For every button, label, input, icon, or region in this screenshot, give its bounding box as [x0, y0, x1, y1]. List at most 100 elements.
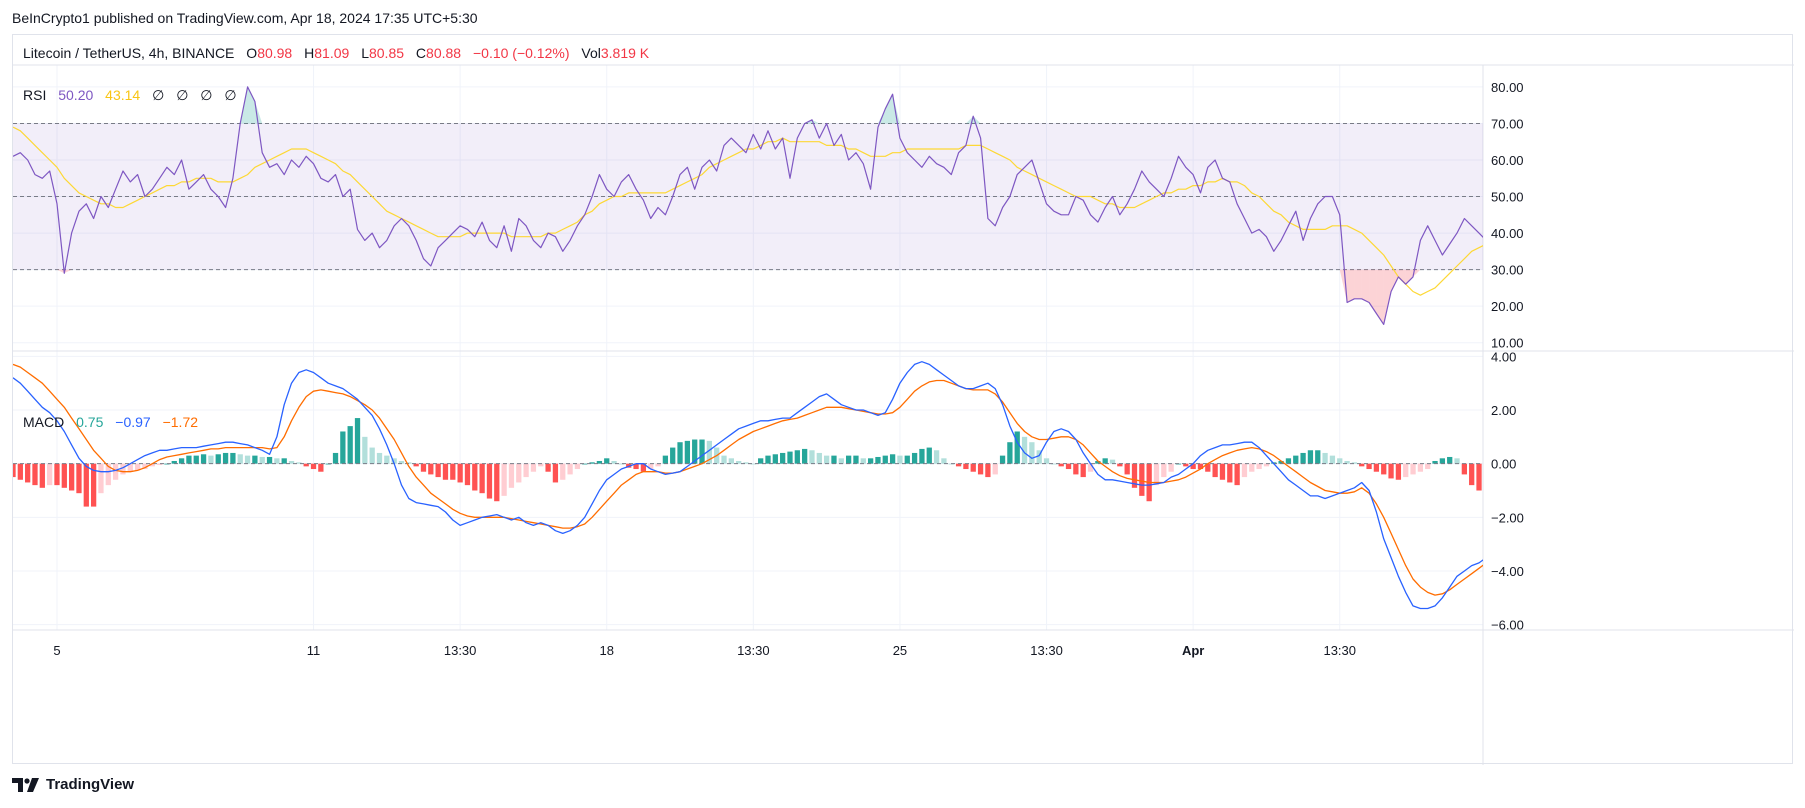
macd-histogram-bar [1572, 450, 1577, 463]
macd-histogram-bar [69, 463, 75, 491]
rsi-legend-ma: 43.14 [105, 87, 141, 103]
macd-histogram-bar [25, 463, 31, 483]
symbol-info-bar: Litecoin / TetherUS, 4h, BINANCE O80.98 … [23, 45, 649, 61]
macd-histogram-bar [127, 463, 133, 472]
rsi-oversold-fill [56, 269, 65, 274]
macd-histogram-bar [1307, 450, 1314, 464]
macd-histogram-bar [838, 458, 844, 464]
rsi-oversold-fill [1347, 269, 1355, 303]
time-axis-label: 25 [893, 643, 907, 658]
macd-axis-label: −6.00 [1491, 618, 1524, 633]
macd-histogram-bar [208, 455, 214, 464]
macd-legend-signal: −1.72 [162, 414, 199, 430]
macd-histogram-bar [1073, 463, 1079, 475]
rsi-legend-extra-2: ∅ [176, 87, 189, 103]
time-axis-label: 13:30 [1030, 643, 1063, 658]
macd-histogram-bar [54, 463, 60, 486]
macd-histogram-bar [530, 463, 537, 472]
macd-histogram-bar [889, 454, 896, 464]
macd-histogram-bar [215, 454, 221, 464]
rsi-oversold-fill [1405, 269, 1414, 285]
symbol-name[interactable]: Litecoin / TetherUS, 4h, BINANCE [23, 45, 235, 61]
rsi-axis-label: 50.00 [1491, 190, 1524, 205]
macd-histogram-bar [90, 463, 97, 507]
macd-histogram-bar [1080, 463, 1086, 478]
macd-histogram-bar [171, 460, 177, 464]
rsi-axis-label: 30.00 [1491, 263, 1524, 278]
macd-legend[interactable]: MACD 0.75 −0.97 −1.72 [23, 414, 198, 430]
macd-histogram-bar [604, 458, 610, 464]
macd-histogram-bar [1594, 446, 1599, 463]
macd-histogram-bar [1109, 459, 1116, 464]
low-value: 80.85 [368, 45, 405, 61]
macd-histogram-bar [640, 463, 647, 472]
macd-histogram-bar [222, 452, 229, 464]
rsi-axis-label: 70.00 [1491, 116, 1524, 131]
macd-histogram-bar [47, 463, 53, 486]
macd-histogram-bar [193, 455, 199, 464]
macd-histogram-bar [977, 463, 984, 475]
macd-histogram-bar [398, 460, 405, 464]
macd-histogram-bar [574, 463, 581, 470]
macd-histogram-bar [523, 463, 529, 478]
macd-histogram-bar [567, 463, 573, 475]
rsi-oversold-fill [1354, 269, 1362, 299]
macd-histogram-bar [765, 455, 771, 464]
macd-histogram-bar [736, 460, 742, 464]
macd-histogram-bar [230, 452, 236, 464]
macd-histogram-bar [369, 447, 375, 464]
tradingview-logo[interactable]: TradingView [12, 776, 134, 793]
macd-histogram-bar [391, 458, 397, 464]
rsi-axis-label: 60.00 [1491, 153, 1524, 168]
macd-histogram-bar [1557, 452, 1562, 464]
macd-histogram-bar [589, 462, 595, 464]
rsi-legend[interactable]: RSI 50.20 43.14 ∅ ∅ ∅ ∅ [23, 87, 237, 104]
macd-histogram-bar [1381, 463, 1387, 475]
macd-histogram-bar [545, 463, 551, 472]
rsi-overbought-fill [885, 94, 893, 124]
macd-histogram-bar [787, 451, 793, 464]
macd-histogram-bar [1608, 444, 1613, 464]
macd-histogram-bar [963, 463, 969, 470]
macd-histogram-bar [1051, 463, 1057, 465]
macd-histogram-bar [354, 418, 361, 464]
time-axis-label: 13:30 [1323, 643, 1356, 658]
macd-histogram-bar [1168, 463, 1174, 472]
macd-histogram-bar [435, 463, 441, 478]
chart-canvas[interactable]: 80.0070.0060.0050.0040.0030.0020.0010.00… [13, 35, 1794, 765]
volume-label: Vol [581, 45, 601, 61]
macd-histogram-bar [1417, 463, 1424, 472]
macd-histogram-bar [1256, 463, 1262, 470]
macd-histogram-bar [98, 463, 104, 494]
macd-histogram-bar [1344, 460, 1350, 464]
macd-histogram-bar [1014, 431, 1020, 464]
macd-histogram-bar [1124, 463, 1130, 475]
low-label: L [361, 45, 369, 61]
macd-histogram-bar [677, 442, 683, 464]
macd-histogram-bar [955, 463, 962, 467]
time-axis-label: 13:30 [444, 643, 477, 658]
time-axis-label: Apr [1182, 643, 1204, 658]
tradingview-brand: TradingView [46, 776, 135, 793]
macd-histogram-bar [1197, 463, 1204, 470]
macd-histogram-bar [1329, 455, 1336, 464]
macd-legend-title: MACD [23, 414, 65, 430]
macd-histogram-bar [845, 455, 852, 464]
macd-histogram-bar [1564, 450, 1569, 463]
macd-histogram-bar [831, 455, 837, 464]
chart-frame[interactable]: 80.00 70.00 60.00 50.00 40.00 30.00 20.00 10.00… [12, 34, 1794, 765]
macd-histogram-bar [134, 463, 141, 471]
macd-histogram-bar [750, 463, 756, 465]
rsi-axis-label: 10.00 [1491, 336, 1524, 351]
macd-histogram-bar [105, 463, 111, 486]
macd-histogram-bar [648, 463, 654, 470]
macd-histogram-bar [1058, 463, 1064, 467]
macd-histogram-bar [941, 458, 947, 464]
macd-histogram-bar [1528, 464, 1533, 488]
macd-histogram-bar [1623, 448, 1628, 464]
macd-histogram-bar [1021, 436, 1028, 464]
macd-signal-line [13, 363, 1483, 596]
macd-histogram-bar [244, 455, 251, 464]
macd-histogram-bar [1029, 442, 1035, 464]
macd-histogram-bar [1300, 452, 1306, 464]
